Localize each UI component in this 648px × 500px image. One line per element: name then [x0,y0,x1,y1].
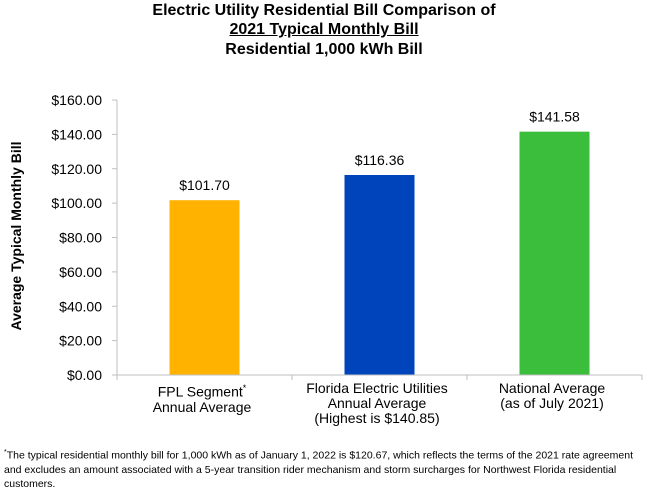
footnote: *The typical residential monthly bill fo… [4,446,634,491]
bar [519,131,590,375]
chart-subtitle: 2021 Typical Monthly Bill [229,21,419,38]
footnote-marker: * [4,449,7,456]
bar [344,175,415,375]
bar-value-label: $101.70 [179,177,230,193]
y-tick-label: $0.00 [67,367,102,383]
x-category-label-0-line2: Annual Average [152,398,252,415]
bar-value-label: $141.58 [529,109,580,125]
y-tick-label: $140.00 [51,126,102,142]
chart-subtitle-2: Residential 1,000 kWh Bill [225,41,423,58]
bar [169,200,240,375]
x-category-label-1-line1: Florida Electric Utilities [306,380,448,396]
chart-title: Electric Utility Residential Bill Compar… [152,2,496,19]
y-tick-label: $100.00 [51,195,102,211]
x-category-label-0: FPL Segment* Annual Average [117,381,287,415]
y-tick-label: $20.00 [59,333,102,349]
y-tick-label: $60.00 [59,264,102,280]
x-category-label-1-line3: (Highest is $140.85) [314,410,440,426]
y-tick-label: $160.00 [51,92,102,108]
footnote-text: The typical residential monthly bill for… [4,449,633,490]
x-category-label-2-line1: National Average [498,380,606,396]
x-category-label-2-line2: (as of July 2021) [500,395,604,411]
y-tick-label: $80.00 [59,230,102,246]
y-tick-label: $120.00 [51,161,102,177]
x-category-label-1: Florida Electric Utilities Annual Averag… [292,381,462,426]
x-category-label-1-line2: Annual Average [327,395,427,411]
x-category-label-0-marker: * [242,383,247,393]
bar-value-label: $116.36 [355,152,405,168]
y-tick-label: $40.00 [59,298,102,314]
x-category-label-0-line1: FPL Segment [157,383,243,400]
x-category-label-2: National Average (as of July 2021) [467,381,637,411]
